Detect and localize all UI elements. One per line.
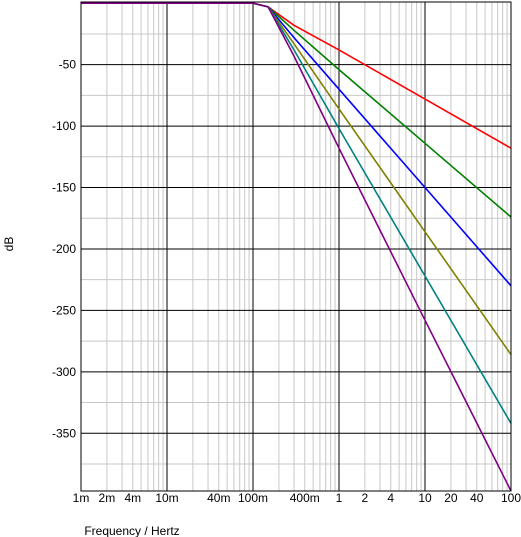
x-axis-ticks: 1m 2m 4m 10m 40m 100m 400m 1 2 4 10 20 40 100 — [73, 491, 521, 505]
x-tick-label: 40 — [470, 491, 484, 505]
plot-lines — [81, 2, 512, 492]
x-tick-label: 10m — [155, 491, 178, 505]
x-tick-label: 1 — [336, 491, 343, 505]
x-tick-label: 100 — [501, 491, 521, 505]
y-tick-label: -50 — [59, 58, 77, 72]
y-tick-label: -300 — [52, 365, 76, 379]
x-tick-label: 1m — [73, 491, 90, 505]
x-tick-label: 4 — [387, 491, 394, 505]
y-tick-label: -100 — [52, 119, 76, 133]
x-tick-label: 10 — [418, 491, 432, 505]
x-axis-label: Frequency / Hertz — [84, 524, 179, 537]
plot-frame — [80, 1, 512, 492]
x-tick-label: 2 — [362, 491, 369, 505]
x-tick-label: 4m — [124, 491, 141, 505]
y-axis-ticks: -50 -100 -150 -200 -250 -300 -350 — [52, 58, 76, 441]
x-tick-label: 100m — [238, 491, 268, 505]
y-axis-label: dB — [2, 237, 16, 252]
y-tick-label: -150 — [52, 181, 76, 195]
series-line-6 — [81, 2, 512, 492]
y-tick-label: -250 — [52, 303, 76, 317]
x-tick-label: 40m — [207, 491, 230, 505]
x-tick-label: 400m — [290, 491, 320, 505]
x-tick-label: 20 — [444, 491, 458, 505]
y-tick-label: -350 — [52, 426, 76, 440]
x-tick-label: 2m — [99, 491, 116, 505]
y-tick-label: -200 — [52, 242, 76, 256]
